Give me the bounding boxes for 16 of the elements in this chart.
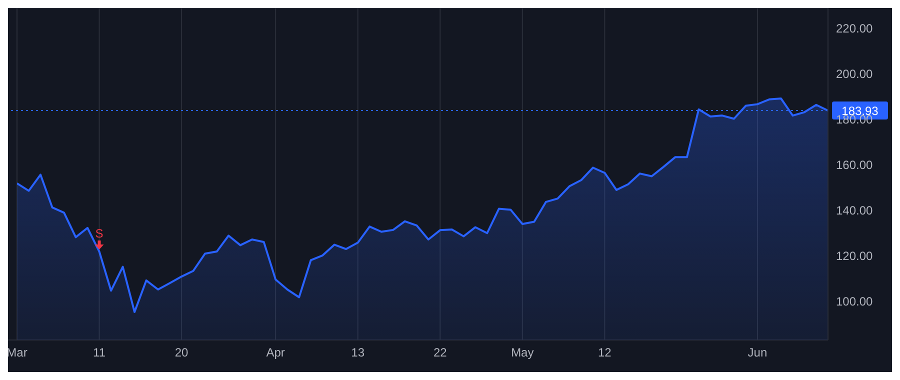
y-tick-label: 160.00 (836, 158, 874, 172)
annotation: S (95, 226, 104, 241)
y-tick-label: 120.00 (836, 249, 874, 264)
x-tick-label: 22 (433, 346, 448, 360)
y-tick-label: 140.00 (836, 204, 874, 218)
x-tick-label: 20 (174, 346, 189, 360)
y-tick-label: 220.00 (836, 22, 874, 36)
x-tick-label: 13 (351, 346, 365, 360)
x-tick-label: 12 (598, 346, 612, 360)
x-tick-label: May (511, 346, 534, 360)
x-tick-label: Jun (748, 346, 768, 360)
x-tick-label: 11 (93, 346, 106, 360)
x-tick-label: Apr (266, 346, 285, 360)
y-tick-label: 100.00 (836, 294, 874, 309)
y-tick-label: 200.00 (836, 67, 874, 82)
x-tick-label: Mar (6, 346, 28, 360)
